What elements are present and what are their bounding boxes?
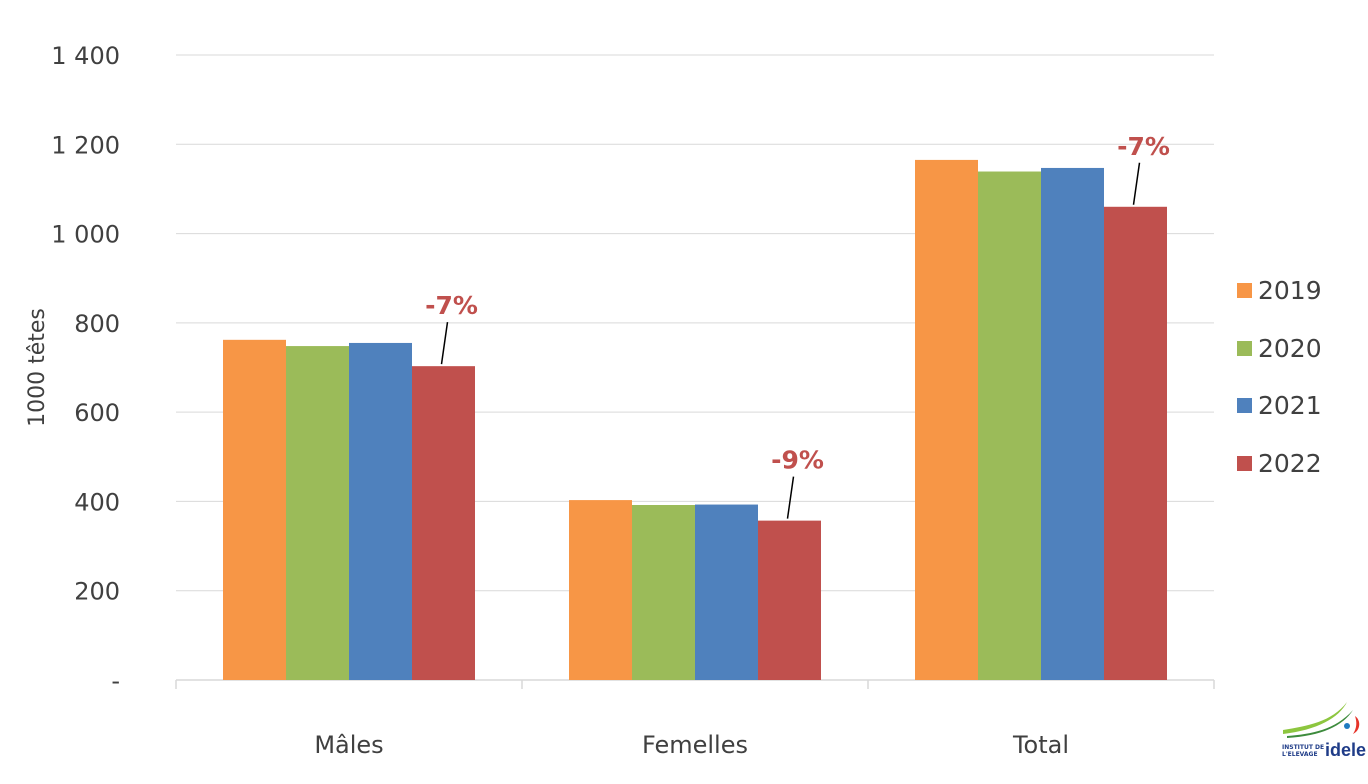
idele-logo: INSTITUT DE L'ELEVAGE idele xyxy=(1277,696,1367,766)
legend-item: 2021 xyxy=(1237,377,1322,435)
y-tick-label: 600 xyxy=(74,399,120,427)
x-category-label: Total xyxy=(1012,731,1069,759)
bar-2022 xyxy=(758,520,821,680)
bar-2022 xyxy=(1104,206,1167,681)
bar-2019 xyxy=(915,159,978,681)
bar-2022 xyxy=(412,366,475,680)
bar-2021 xyxy=(695,504,758,680)
legend-item: 2022 xyxy=(1237,435,1322,493)
bar-2020 xyxy=(632,505,695,680)
bar-2020 xyxy=(978,171,1041,680)
legend-item: 2020 xyxy=(1237,320,1322,378)
logo-subtitle: INSTITUT DE L'ELEVAGE xyxy=(1282,744,1324,758)
legend-item: 2019 xyxy=(1237,262,1322,320)
legend-swatch xyxy=(1237,455,1252,471)
legend-swatch xyxy=(1237,340,1252,356)
annotation-leader-line xyxy=(440,322,449,365)
legend-swatch xyxy=(1237,283,1252,299)
annotation-leader-line xyxy=(786,476,795,519)
logo-swoosh-icon xyxy=(1283,702,1360,738)
bar-2021 xyxy=(1041,167,1104,681)
x-category-label: Mâles xyxy=(314,731,383,759)
annotation-label: -7% xyxy=(425,291,478,320)
legend-swatch xyxy=(1237,398,1252,414)
annotation-leader-line xyxy=(1132,162,1141,205)
y-tick-label: 1 400 xyxy=(51,42,120,70)
y-tick-label: 400 xyxy=(74,488,120,516)
bar-2021 xyxy=(349,342,412,680)
legend-label: 2021 xyxy=(1258,391,1322,421)
y-tick-label: 1 200 xyxy=(51,131,120,159)
logo-name: idele xyxy=(1325,740,1367,760)
annotation-label: -9% xyxy=(771,446,824,475)
y-tick-label: - xyxy=(111,667,120,695)
x-category-label: Femelles xyxy=(642,731,748,759)
y-tick-label: 1 000 xyxy=(51,221,120,249)
logo-line2: L'ELEVAGE xyxy=(1282,751,1318,758)
legend-label: 2019 xyxy=(1258,276,1322,306)
y-tick-label: 800 xyxy=(74,310,120,338)
y-axis-title: 1000 têtes xyxy=(25,308,50,427)
chart-legend: 2019 2020 2021 2022 xyxy=(1237,262,1322,492)
bar-2020 xyxy=(286,346,349,680)
bar-2019 xyxy=(223,339,286,680)
bar-2019 xyxy=(569,500,632,680)
y-tick-label: 200 xyxy=(74,578,120,606)
logo-line1: INSTITUT DE xyxy=(1282,744,1325,751)
legend-label: 2022 xyxy=(1258,448,1322,478)
legend-label: 2020 xyxy=(1258,333,1322,363)
annotation-label: -7% xyxy=(1117,132,1170,161)
